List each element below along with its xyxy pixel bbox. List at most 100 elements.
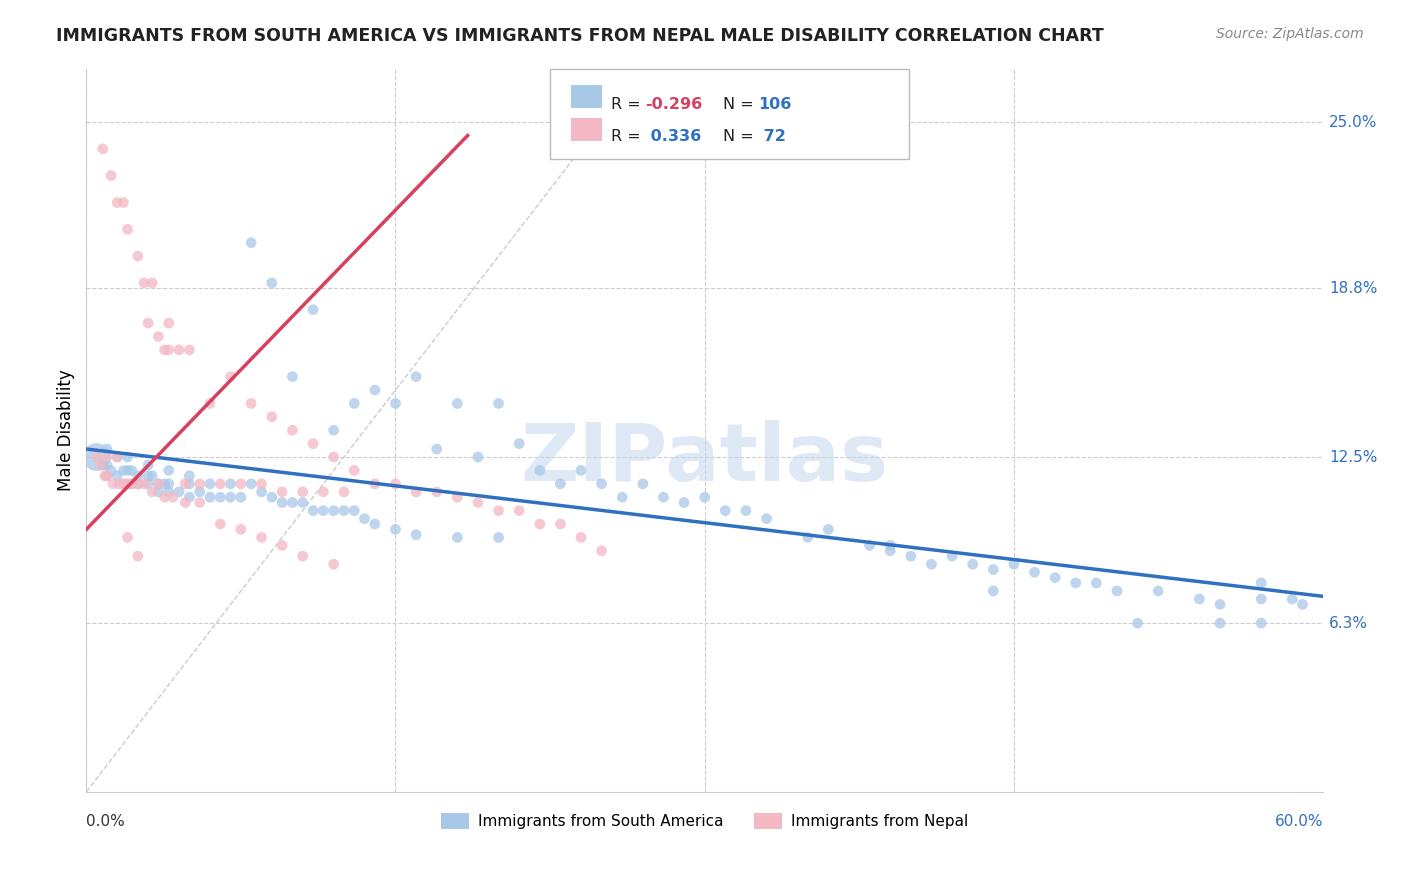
Point [271, 538, 294, 552]
Point [981, 584, 1004, 599]
Point [127, 468, 149, 483]
Point [405, 369, 427, 384]
Point [1105, 584, 1128, 599]
Point [127, 549, 149, 564]
Legend: Immigrants from South America, Immigrants from Nepal: Immigrants from South America, Immigrant… [436, 806, 974, 835]
Point [569, 530, 592, 544]
Point [364, 476, 387, 491]
Point [281, 423, 304, 437]
Point [1126, 616, 1149, 631]
Point [1043, 571, 1066, 585]
Point [127, 249, 149, 263]
Point [1188, 592, 1211, 607]
Point [174, 476, 197, 491]
Point [941, 549, 963, 564]
Point [219, 369, 242, 384]
Point [488, 396, 510, 410]
Point [281, 495, 304, 509]
Point [529, 516, 551, 531]
Point [127, 476, 149, 491]
Point [343, 463, 366, 477]
Point [353, 511, 375, 525]
Point [157, 343, 180, 357]
Point [91, 142, 114, 156]
Point [364, 516, 387, 531]
Point [467, 495, 489, 509]
Point [250, 476, 273, 491]
Text: 18.8%: 18.8% [1329, 281, 1378, 296]
Point [198, 396, 221, 410]
Point [127, 476, 149, 491]
Point [550, 516, 572, 531]
Point [550, 476, 572, 491]
Point [673, 495, 696, 509]
Point [591, 476, 613, 491]
Point [96, 458, 118, 472]
Point [117, 463, 139, 477]
Point [631, 476, 654, 491]
Point [1291, 598, 1313, 612]
Text: -0.296: -0.296 [645, 96, 703, 112]
Point [219, 490, 242, 504]
Point [117, 476, 139, 491]
Point [755, 511, 778, 525]
Point [209, 516, 232, 531]
Point [281, 369, 304, 384]
Point [132, 276, 155, 290]
Point [405, 527, 427, 541]
Point [817, 522, 839, 536]
Text: R =: R = [610, 129, 651, 145]
Point [179, 343, 201, 357]
Point [121, 463, 143, 477]
Text: R =: R = [610, 96, 645, 112]
Point [302, 436, 325, 450]
Text: 106: 106 [758, 96, 792, 112]
Point [96, 468, 118, 483]
Text: 0.336: 0.336 [645, 129, 702, 145]
Point [859, 538, 882, 552]
Point [153, 343, 176, 357]
Text: N =: N = [723, 96, 759, 112]
Point [112, 463, 135, 477]
Point [508, 503, 530, 517]
Point [446, 490, 468, 504]
Point [250, 484, 273, 499]
Point [291, 495, 314, 509]
Point [322, 423, 344, 437]
Point [426, 484, 449, 499]
Point [101, 476, 124, 491]
Point [1024, 566, 1046, 580]
Point [136, 476, 159, 491]
Point [302, 503, 325, 517]
Point [879, 538, 901, 552]
Point [100, 169, 122, 183]
Point [229, 522, 252, 536]
Point [240, 396, 263, 410]
Point [209, 490, 232, 504]
Point [157, 316, 180, 330]
Point [446, 530, 468, 544]
Point [167, 343, 190, 357]
Point [86, 450, 108, 464]
Point [302, 302, 325, 317]
Point [148, 329, 170, 343]
Point [488, 503, 510, 517]
Point [112, 476, 135, 491]
Point [141, 484, 163, 499]
Point [157, 476, 180, 491]
Point [1250, 576, 1272, 591]
Point [141, 468, 163, 483]
Point [157, 484, 180, 499]
Point [148, 476, 170, 491]
Point [291, 549, 314, 564]
Point [117, 530, 139, 544]
FancyBboxPatch shape [571, 85, 602, 108]
Point [384, 396, 406, 410]
Point [467, 450, 489, 464]
Point [508, 436, 530, 450]
Point [260, 409, 283, 424]
Point [312, 484, 335, 499]
Point [219, 476, 242, 491]
Point [384, 522, 406, 536]
Point [121, 476, 143, 491]
